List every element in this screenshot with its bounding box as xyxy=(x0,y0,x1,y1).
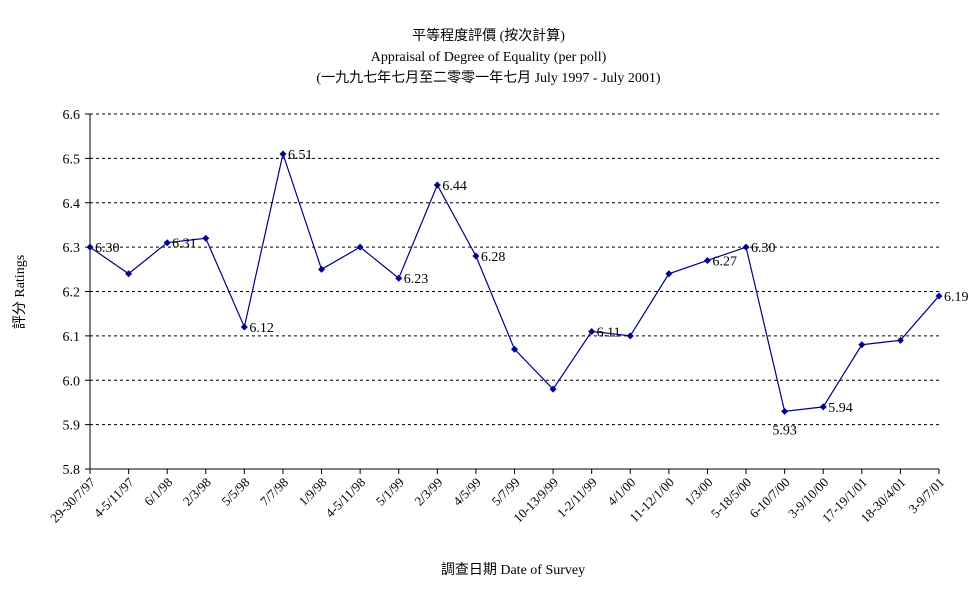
x-tick-label: 3-9/7/01 xyxy=(905,475,947,517)
data-point xyxy=(819,403,827,411)
x-tick-label: 4-5/11/98 xyxy=(322,475,368,521)
x-tick-label: 7/7/98 xyxy=(257,475,291,509)
data-point xyxy=(588,327,596,335)
data-point xyxy=(240,323,248,331)
data-point xyxy=(395,274,403,282)
data-label: 6.12 xyxy=(249,321,274,336)
data-point xyxy=(549,385,557,393)
y-axis-title: 評分 Ratings xyxy=(12,255,28,329)
data-point xyxy=(86,243,94,251)
data-point xyxy=(472,252,480,260)
data-label: 5.93 xyxy=(772,423,797,438)
x-tick-label: 29-30/7/97 xyxy=(47,474,98,525)
x-tick-label: 1/3/00 xyxy=(681,475,715,509)
x-tick-label: 4-5/11/97 xyxy=(91,474,137,520)
data-label: 6.23 xyxy=(404,272,429,287)
data-point xyxy=(626,332,634,340)
chart-title: 平等程度評價 (按次計算) xyxy=(412,29,565,44)
data-point xyxy=(896,336,904,344)
y-tick-label: 6.0 xyxy=(63,374,81,389)
data-point xyxy=(163,239,171,247)
chart-subtitle: Appraisal of Degree of Equality (per pol… xyxy=(370,50,607,65)
x-tick-label: 1-2/11/99 xyxy=(554,475,600,521)
x-tick-label: 4/1/00 xyxy=(604,475,638,509)
x-tick-label: 5/7/99 xyxy=(489,475,523,509)
x-tick-label: 6/1/98 xyxy=(141,475,175,509)
data-point xyxy=(935,292,943,300)
y-tick-label: 6.2 xyxy=(63,286,81,301)
data-label: 6.44 xyxy=(442,179,467,194)
y-tick-label: 5.9 xyxy=(63,419,81,434)
data-label: 6.30 xyxy=(751,241,776,256)
data-label: 6.30 xyxy=(95,241,120,256)
data-point xyxy=(125,270,133,278)
data-point xyxy=(665,270,673,278)
y-tick-label: 6.1 xyxy=(63,330,81,345)
data-label: 6.51 xyxy=(288,148,313,163)
x-tick-label: 1/9/98 xyxy=(296,475,330,509)
y-tick-label: 6.5 xyxy=(63,152,81,167)
series-line xyxy=(89,151,940,412)
y-tick-label: 6.6 xyxy=(63,108,81,123)
x-tick-label: 5-18/5/00 xyxy=(708,475,754,521)
x-tick-label: 4/5/99 xyxy=(450,475,484,509)
data-point xyxy=(279,150,287,158)
data-label: 5.94 xyxy=(828,401,853,416)
data-label: 6.19 xyxy=(944,290,969,305)
y-tick-label: 6.4 xyxy=(63,197,81,212)
data-point xyxy=(703,256,711,264)
x-axis-title: 調查日期 Date of Survey xyxy=(441,562,585,578)
data-point xyxy=(433,181,441,189)
data-label: 6.31 xyxy=(172,237,197,252)
data-label: 6.28 xyxy=(481,250,506,265)
data-point xyxy=(356,243,364,251)
y-tick-label: 5.8 xyxy=(63,463,81,478)
x-tick-label: 2/3/98 xyxy=(180,475,214,509)
data-point xyxy=(511,345,518,353)
data-point xyxy=(742,243,750,251)
y-tick-label: 6.3 xyxy=(63,241,81,256)
data-point xyxy=(858,341,866,349)
data-point xyxy=(318,265,326,273)
x-tick-label: 5/5/98 xyxy=(218,475,252,509)
data-point xyxy=(781,407,789,415)
x-tick-label: 6-10/7/00 xyxy=(746,475,792,521)
chart-subtitle-period: (一九九七年七月至二零零一年七月 July 1997 - July 2001) xyxy=(316,71,661,86)
data-label: 6.27 xyxy=(712,254,737,269)
x-tick-label: 5/1/99 xyxy=(373,475,407,509)
data-point xyxy=(202,234,210,242)
x-tick-label: 2/3/99 xyxy=(411,475,445,509)
data-label: 6.11 xyxy=(597,325,621,340)
